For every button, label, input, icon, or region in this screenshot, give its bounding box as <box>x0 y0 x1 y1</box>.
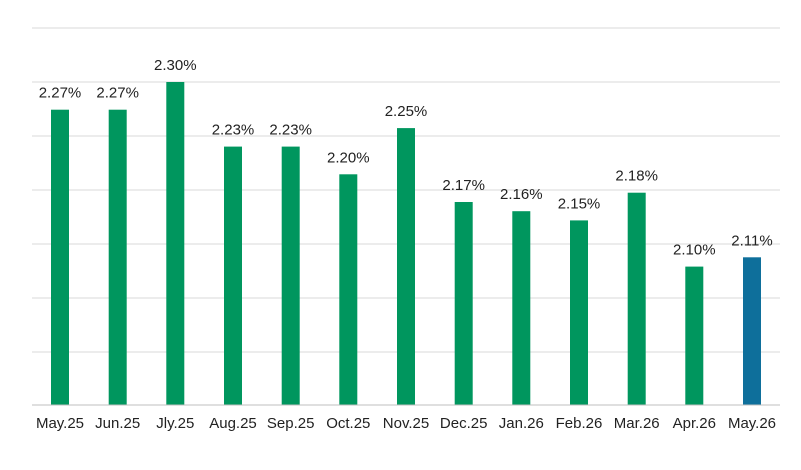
bar-jan-26 <box>512 211 531 405</box>
x-tick-label: Feb.26 <box>556 415 603 432</box>
x-tick-label: Nov.25 <box>383 415 429 432</box>
value-label: 2.25% <box>385 103 428 120</box>
value-label: 2.17% <box>442 177 485 194</box>
bar-apr-26 <box>685 266 704 405</box>
bar-jly-25 <box>166 82 185 405</box>
x-tick-label: Aug.25 <box>209 415 257 432</box>
bar-dec-25 <box>454 202 473 405</box>
value-labels: 2.27% 2.27% 2.30% 2.23% 2.23% 2.20% 2.25% 2.17%… <box>39 57 773 259</box>
x-tick-label: Mar.26 <box>614 415 660 432</box>
value-label: 2.27% <box>39 85 82 102</box>
value-label: 2.30% <box>154 57 197 74</box>
bar-aug-25 <box>224 146 242 405</box>
value-label: 2.18% <box>615 168 658 185</box>
x-tick-label: Apr.26 <box>673 415 716 432</box>
bar-mar-26 <box>627 192 646 405</box>
value-label: 2.23% <box>269 122 312 139</box>
x-tick-label: Jly.25 <box>156 415 194 432</box>
value-label: 2.15% <box>558 195 601 212</box>
bar-oct-25 <box>339 174 358 405</box>
x-tick-label: Jan.26 <box>499 415 544 432</box>
x-tick-label: Oct.25 <box>326 415 370 432</box>
value-label: 2.27% <box>96 85 139 102</box>
bar-nov-25 <box>397 128 415 405</box>
value-label: 2.23% <box>212 122 255 139</box>
value-label: 2.10% <box>673 242 716 259</box>
x-tick-label: Jun.25 <box>95 415 140 432</box>
x-axis-tick-labels: May.25 Jun.25 Jly.25 Aug.25 Sep.25 Oct.25 Nov.… <box>36 415 776 432</box>
x-tick-label: Sep.25 <box>267 415 315 432</box>
value-label: 2.16% <box>500 186 543 203</box>
bar-feb-26 <box>570 220 588 405</box>
value-label: 2.11% <box>731 232 772 249</box>
x-tick-label: Dec.25 <box>440 415 488 432</box>
bar-sep-25 <box>281 146 300 405</box>
x-tick-label: May.26 <box>728 415 776 432</box>
value-label: 2.20% <box>327 149 370 166</box>
bar-jun-25 <box>108 109 127 405</box>
x-tick-label: May.25 <box>36 415 84 432</box>
bar-may-25 <box>51 109 69 405</box>
bars <box>51 82 761 405</box>
bar-may-26 <box>743 257 761 405</box>
